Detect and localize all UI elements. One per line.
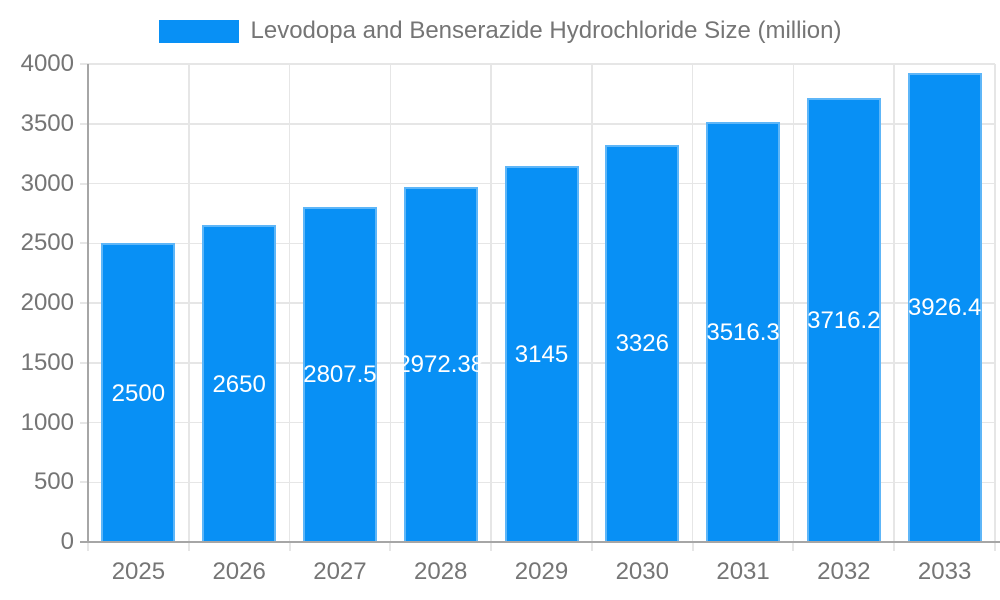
x-tick-mark (590, 543, 593, 551)
x-gridline (188, 64, 190, 542)
bar-value-label: 2807.5 (303, 361, 377, 389)
y-tick-mark (80, 63, 88, 65)
bar-value-label: 3926.4 (907, 294, 982, 322)
y-tick-mark (80, 481, 88, 484)
bar-value-label: 2500 (111, 379, 166, 407)
y-tick-label: 3000 (20, 169, 74, 197)
y-tick-label: 3500 (20, 109, 74, 137)
x-axis-label: 2030 (615, 558, 669, 585)
x-gridline (994, 64, 996, 542)
bar-value-label: 3145 (514, 341, 569, 369)
x-gridline (893, 64, 895, 542)
x-axis-label: 2029 (514, 558, 569, 585)
x-tick-mark (792, 543, 795, 551)
x-tick-mark (893, 543, 896, 551)
y-tick-label: 2000 (20, 289, 74, 316)
y-tick-label: 500 (33, 468, 74, 496)
bar[interactable]: 3516.3 (706, 121, 781, 542)
bar[interactable]: 2500 (101, 243, 176, 542)
x-tick-mark (691, 543, 694, 551)
bar[interactable]: 3716.2 (806, 97, 881, 542)
bar-value-label: 2972.38 (397, 351, 485, 379)
bar-value-label: 2650 (212, 370, 266, 398)
x-gridline (490, 64, 492, 542)
y-tick-label: 0 (60, 528, 74, 555)
x-axis-label: 2027 (313, 558, 367, 585)
y-tick-mark (80, 242, 88, 245)
x-axis-label: 2032 (817, 558, 871, 585)
bar[interactable]: 3145 (504, 166, 579, 542)
y-tick-label: 1500 (20, 348, 74, 376)
x-gridline (288, 64, 291, 542)
x-tick-mark (288, 543, 291, 551)
x-tick-mark (490, 543, 493, 551)
legend[interactable]: Levodopa and Benserazide Hydrochloride S… (0, 16, 1000, 46)
x-gridline (591, 64, 593, 542)
x-gridline (792, 64, 795, 542)
y-tick-label: 2500 (20, 229, 74, 257)
x-axis-label: 2028 (414, 558, 468, 585)
x-axis-label: 2033 (917, 558, 972, 585)
bar[interactable]: 3926.4 (907, 72, 982, 542)
y-tick-mark (80, 361, 88, 364)
plot-area: 0 500 1000 1500 2000 2500 3000 3500 4000 2500 2025… (21, 52, 1000, 585)
y-gridline (88, 63, 995, 65)
x-gridline (691, 64, 694, 542)
x-axis-label: 2025 (111, 558, 166, 585)
bar[interactable]: 2650 (202, 225, 277, 542)
x-axis-line (80, 541, 1000, 543)
legend-label: Levodopa and Benserazide Hydrochloride S… (250, 17, 842, 44)
bar-value-label: 3326 (615, 330, 669, 358)
y-tick-mark (80, 122, 88, 125)
y-tick-mark (80, 182, 88, 185)
x-tick-mark (389, 543, 392, 551)
y-tick-label: 4000 (20, 50, 74, 77)
bar[interactable]: 3326 (605, 144, 680, 542)
legend-swatch[interactable] (158, 19, 239, 43)
bar[interactable]: 2972.38 (397, 186, 484, 542)
bar-value-label: 3516.3 (706, 318, 780, 346)
x-gridline (389, 64, 392, 542)
y-tick-label: 1000 (20, 408, 74, 436)
y-tick-mark (80, 421, 88, 424)
y-gridline (88, 123, 995, 125)
y-axis-line (87, 64, 89, 542)
bar-value-label: 3716.2 (807, 306, 881, 334)
x-axis-label: 2031 (716, 558, 770, 585)
x-tick-mark (87, 543, 89, 551)
y-tick-mark (80, 302, 88, 304)
x-tick-mark (994, 543, 996, 551)
bar[interactable]: 2807.5 (302, 206, 377, 542)
x-tick-mark (187, 543, 190, 551)
x-axis-label: 2026 (212, 558, 266, 585)
